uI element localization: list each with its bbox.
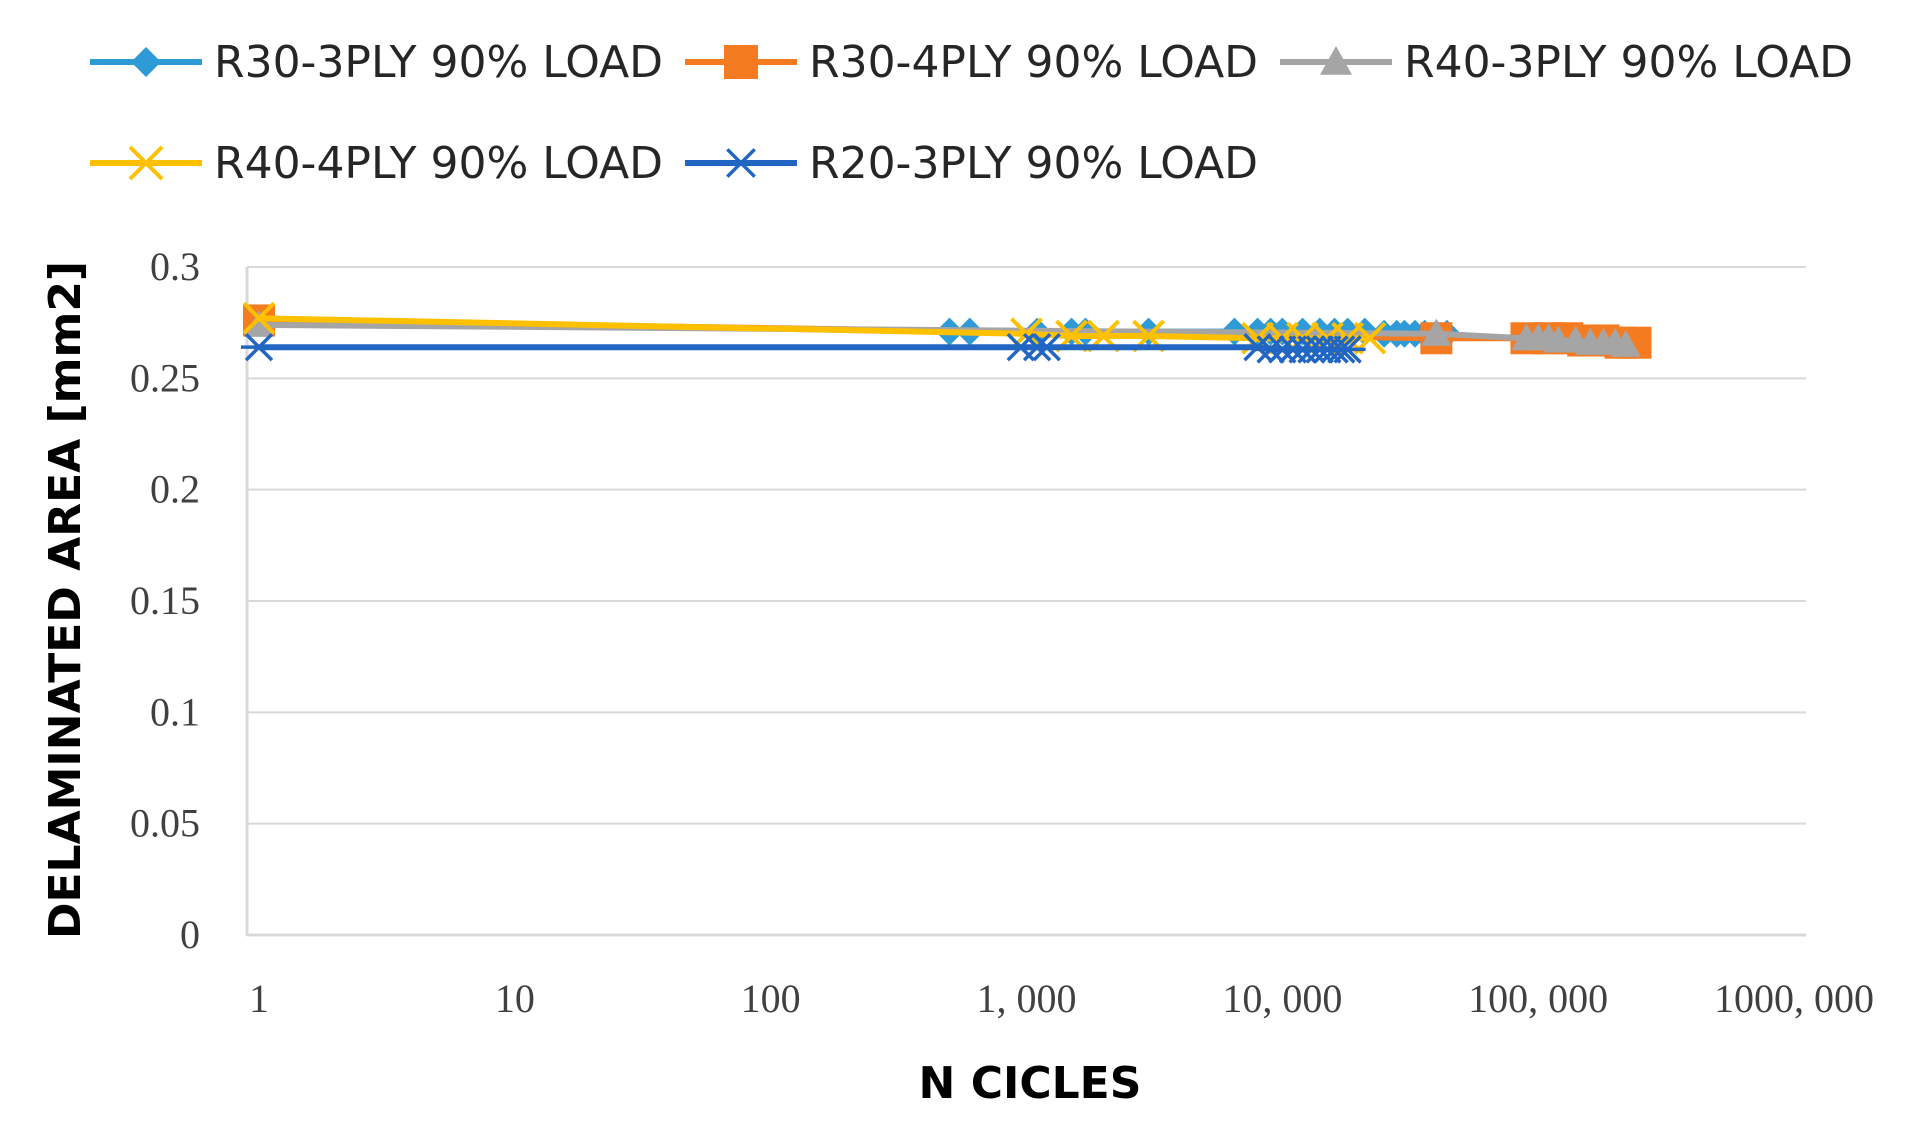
data-point — [1329, 335, 1366, 364]
x-tick-label: 10 — [495, 976, 535, 1021]
x-tick-label: 1, 000 — [977, 976, 1077, 1021]
x-tick-label: 100 — [741, 976, 801, 1021]
y-tick-label: 0.25 — [130, 355, 200, 400]
x-tick-label: 100, 000 — [1468, 976, 1608, 1021]
legend-item: R30-3PLY 90% LOAD — [90, 37, 663, 88]
series-layer — [241, 301, 1652, 364]
x-tick-labels: 1 10 100 1, 000 10, 000 100, 000 1000, 000 — [249, 976, 1874, 1021]
y-tick-labels: 0 0.05 0.1 0.15 0.2 0.25 0.3 — [130, 244, 200, 957]
x-tick-label: 10, 000 — [1222, 976, 1342, 1021]
y-tick-label: 0.15 — [130, 578, 200, 623]
series-r20-3ply-90-load — [241, 332, 1366, 364]
legend-item: R30-4PLY 90% LOAD — [685, 37, 1258, 88]
legend-item: R20-3PLY 90% LOAD — [685, 138, 1258, 189]
legend-marker — [128, 145, 164, 181]
data-point — [1028, 332, 1065, 362]
series-r40-3ply-90-load — [244, 309, 1641, 357]
data-point — [1421, 318, 1452, 346]
legend-marker — [724, 45, 758, 79]
y-tick-label: 0.3 — [150, 244, 200, 289]
legend-marker — [722, 148, 760, 178]
gridlines — [247, 266, 1806, 825]
legend-label: R20-3PLY 90% LOAD — [809, 138, 1258, 189]
data-point — [242, 301, 276, 335]
legend-item: R40-3PLY 90% LOAD — [1280, 37, 1853, 88]
y-tick-label: 0.2 — [150, 467, 200, 512]
legend-label: R40-4PLY 90% LOAD — [214, 138, 663, 189]
y-tick-label: 0 — [180, 912, 200, 957]
legend-marker — [1320, 46, 1352, 75]
x-tick-label: 1 — [249, 976, 269, 1021]
x-axis-title: N CICLES — [919, 1058, 1142, 1109]
legend: R30-3PLY 90% LOAD R30-4PLY 90% LOAD R40-3P… — [90, 37, 1853, 189]
axes — [245, 267, 1806, 937]
series-line — [259, 344, 1348, 353]
legend-item: R40-4PLY 90% LOAD — [90, 138, 663, 189]
y-tick-label: 0.05 — [130, 801, 200, 846]
legend-label: R30-3PLY 90% LOAD — [214, 37, 663, 88]
data-point — [1610, 329, 1641, 357]
y-tick-label: 0.1 — [150, 689, 200, 734]
data-point — [244, 309, 274, 337]
y-axis-title: DELAMINATED AREA [mm2] — [40, 261, 91, 939]
legend-label: R30-4PLY 90% LOAD — [809, 37, 1258, 88]
legend-marker — [131, 47, 161, 77]
legend-label: R40-3PLY 90% LOAD — [1404, 37, 1853, 88]
data-point — [241, 332, 277, 362]
x-tick-label: 1000, 000 — [1714, 976, 1874, 1021]
